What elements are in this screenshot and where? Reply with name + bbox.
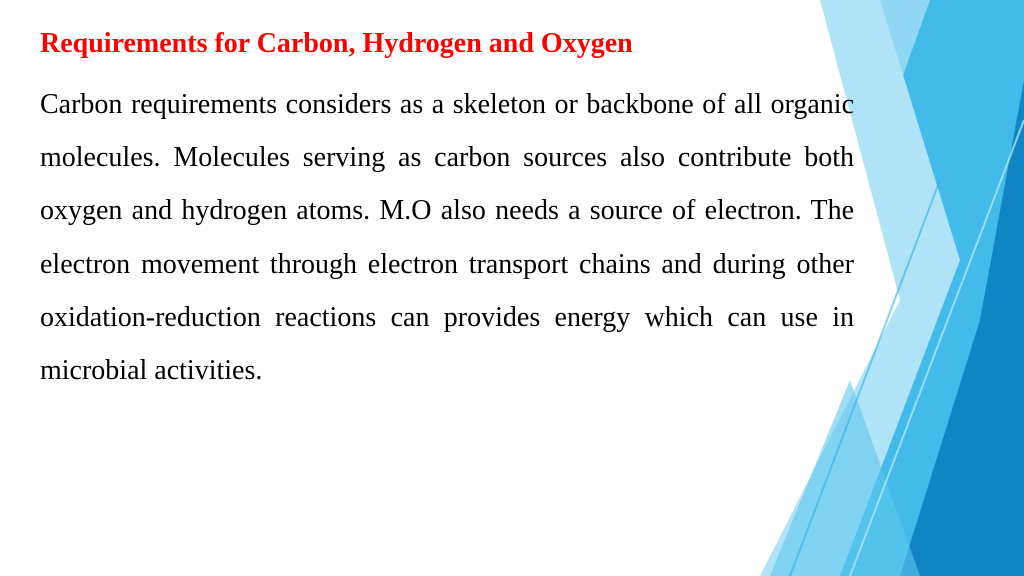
slide-title: Requirements for Carbon, Hydrogen and Ox… — [40, 28, 854, 60]
deco-shard-4 — [770, 380, 920, 576]
slide-content: Requirements for Carbon, Hydrogen and Ox… — [0, 0, 1024, 397]
slide-body: Carbon requirements considers as a skele… — [40, 78, 854, 397]
